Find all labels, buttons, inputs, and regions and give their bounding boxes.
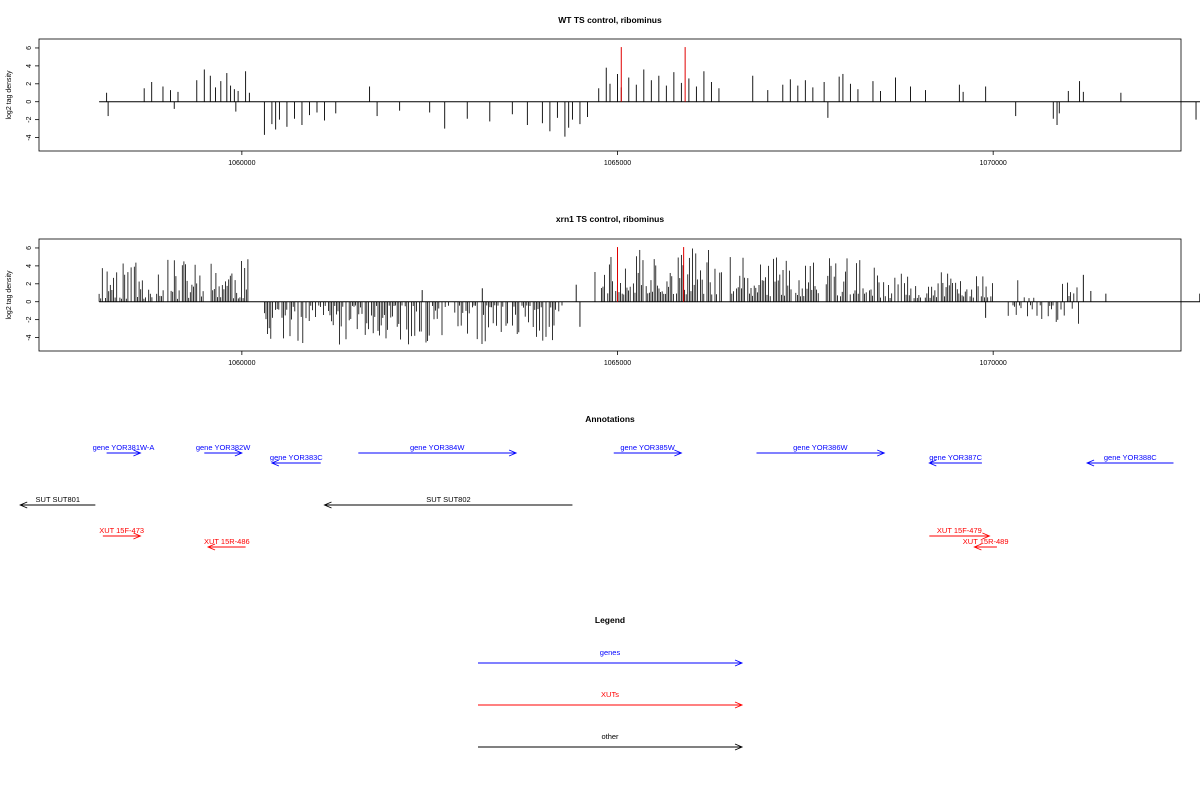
annotation-gene-yor382w: gene YOR382W — [196, 443, 251, 457]
xrn1-panel-title: xrn1 TS control, ribominus — [556, 214, 664, 224]
wt-y-tick-label: -4 — [26, 134, 33, 140]
xrn1-coverage-bars — [98, 247, 1200, 345]
xrn1-x-tick-label: 1060000 — [228, 360, 255, 367]
legend-label: XUTs — [601, 690, 619, 699]
annotation-label: gene YOR387C — [929, 453, 982, 462]
xrn1-y-tick-label: 2 — [26, 282, 33, 286]
wt-y-tick-label: 4 — [26, 64, 33, 68]
annotations-title: Annotations — [585, 414, 635, 424]
wt-y-tick-label: 6 — [26, 46, 33, 50]
annotation-label: gene YOR386W — [793, 443, 848, 452]
annotation-label: gene YOR382W — [196, 443, 251, 452]
annotation-sut-sut802: SUT SUT802 — [323, 495, 573, 509]
legend-item-xuts: XUTs — [478, 690, 744, 709]
xrn1-x-tick-label: 1065000 — [604, 360, 631, 367]
annotation-arrowhead — [133, 449, 142, 457]
annotation-gene-yor381w-a: gene YOR381W-A — [93, 443, 155, 457]
xrn1-y-tick-label: -2 — [26, 316, 33, 322]
annotation-arrowhead — [19, 501, 28, 509]
annotations-track: Annotations gene YOR381W-A gene YOR382W ge… — [19, 414, 1174, 551]
wt-coverage-panel: WT TS control, ribominus log2 tag densit… — [6, 15, 1200, 167]
wt-x-axis: 1060000 1065000 1070000 — [228, 151, 1007, 167]
legend-arrowhead — [734, 743, 744, 751]
wt-panel-title: WT TS control, ribominus — [558, 15, 662, 25]
annotation-arrowhead — [674, 449, 683, 457]
xrn1-y-tick-label: 6 — [26, 246, 33, 250]
annotation-arrowhead — [133, 532, 142, 540]
annotation-xut-15f-473: XUT 15F-473 — [99, 526, 144, 540]
annotation-label: XUT 15F-479 — [937, 526, 982, 535]
legend-arrowhead — [734, 701, 744, 709]
annotation-label: gene YOR385W — [620, 443, 675, 452]
annotation-gene-yor383c: gene YOR383C — [270, 453, 323, 467]
annotation-label: XUT 15R-489 — [963, 537, 1009, 546]
annotation-arrowhead — [973, 543, 982, 551]
annotation-xut-15r-489: XUT 15R-489 — [963, 537, 1009, 551]
annotation-arrowhead — [928, 459, 937, 467]
wt-y-axis-label: log2 tag density — [6, 70, 13, 120]
legend: Legend genes XUTs other — [478, 615, 744, 751]
xrn1-y-tick-label: 4 — [26, 264, 33, 268]
legend-item-genes: genes — [478, 648, 744, 667]
annotation-gene-yor385w: gene YOR385W — [613, 443, 683, 457]
annotation-label: gene YOR381W-A — [93, 443, 155, 452]
annotation-arrowhead — [206, 543, 216, 551]
annotation-label: XUT 15R-486 — [204, 537, 250, 546]
annotation-arrowhead — [982, 532, 991, 540]
legend-title: Legend — [595, 615, 625, 625]
wt-y-tick-label: 0 — [26, 100, 33, 104]
annotation-label: SUT SUT801 — [36, 495, 80, 504]
xrn1-x-tick-label: 1070000 — [980, 360, 1007, 367]
annotation-arrowhead — [877, 449, 886, 457]
legend-item-other: other — [478, 732, 744, 751]
wt-plot-frame — [38, 38, 1182, 152]
annotation-label: gene YOR384W — [410, 443, 465, 452]
wt-y-axis: -4 -2 0 2 4 6 — [26, 46, 39, 141]
wt-y-tick-label: 2 — [26, 82, 33, 86]
xrn1-y-tick-label: 0 — [26, 300, 33, 304]
annotation-arrowhead — [270, 459, 280, 467]
annotation-label: gene YOR383C — [270, 453, 323, 462]
xrn1-plot-frame — [38, 238, 1182, 352]
annotation-arrowhead — [234, 449, 243, 457]
wt-x-tick-label: 1065000 — [604, 160, 631, 167]
wt-x-tick-label: 1060000 — [228, 160, 255, 167]
xrn1-coverage-panel: xrn1 TS control, ribominus log2 tag dens… — [6, 214, 1200, 367]
annotation-gene-yor386w: gene YOR386W — [756, 443, 886, 457]
annotation-xut-15r-486: XUT 15R-486 — [204, 537, 250, 551]
annotation-arrowhead — [1085, 459, 1095, 467]
legend-label: genes — [600, 648, 621, 657]
annotation-label: gene YOR388C — [1104, 453, 1157, 462]
annotation-label: SUT SUT802 — [426, 495, 470, 504]
annotation-arrowhead — [323, 501, 332, 509]
annotation-label: XUT 15F-473 — [99, 526, 144, 535]
xrn1-y-tick-label: -4 — [26, 334, 33, 340]
annotation-xut-15f-479: XUT 15F-479 — [929, 526, 991, 540]
legend-label: other — [601, 732, 619, 741]
xrn1-x-axis: 1060000 1065000 1070000 — [228, 351, 1007, 367]
xrn1-y-axis: -4 -2 0 2 4 6 — [26, 246, 39, 341]
annotation-gene-yor387c: gene YOR387C — [928, 453, 983, 467]
legend-arrowhead — [734, 659, 744, 667]
annotation-gene-yor388c: gene YOR388C — [1085, 453, 1174, 467]
annotation-sut-sut801: SUT SUT801 — [19, 495, 96, 509]
annotation-gene-yor384w: gene YOR384W — [358, 443, 518, 457]
annotation-arrowhead — [508, 449, 518, 457]
wt-x-tick-label: 1070000 — [980, 160, 1007, 167]
wt-coverage-bars — [99, 47, 1200, 137]
xrn1-y-axis-label: log2 tag density — [6, 270, 13, 320]
wt-y-tick-label: -2 — [26, 116, 33, 122]
